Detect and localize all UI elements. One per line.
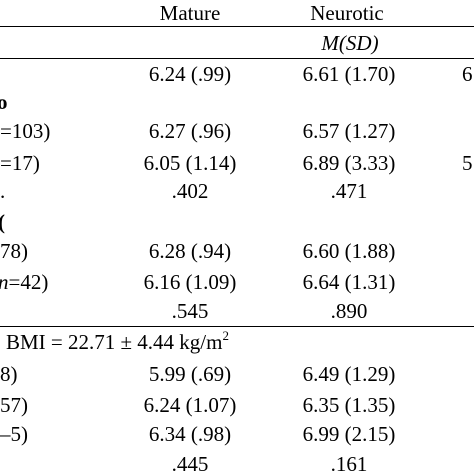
p-value-mature: .445 — [171, 452, 209, 474]
row-label-n: n — [0, 270, 9, 294]
header-rule — [0, 58, 474, 59]
row-label: n=42) — [0, 272, 48, 293]
table-cell-mature: 6.34 (.98) — [148, 422, 232, 446]
stat-label-close: ) — [371, 31, 379, 55]
p-value-mature: .402 — [171, 179, 209, 203]
table-cell-neurotic: 6.61 (1.70) — [302, 62, 396, 86]
group-label: ( — [0, 212, 5, 233]
p-value-neurotic: .471 — [330, 179, 368, 203]
stat-label-sd: SD — [345, 31, 372, 55]
row-label: =103) — [0, 119, 51, 143]
section-rule — [0, 326, 474, 327]
statistic-label: M(SD) — [321, 33, 378, 54]
table-cell-neurotic: 6.99 (2.15) — [302, 422, 396, 446]
table-cell-mature: 6.05 (1.14) — [143, 151, 237, 175]
table-cell-neurotic: 6.89 (3.33) — [302, 151, 396, 175]
table-cell-neurotic: 6.57 (1.27) — [302, 119, 396, 143]
table-cell-mature: 6.24 (.99) — [148, 62, 232, 86]
row-label: –5) — [0, 422, 28, 446]
row-label: =17) — [0, 151, 40, 175]
column-header-neurotic: Neurotic — [310, 1, 384, 25]
table-cell-neurotic: 6.64 (1.31) — [302, 270, 396, 294]
section-heading-text: BMI = 22.71 ± 4.44 kg/m — [6, 330, 223, 354]
stat-label-open: M( — [321, 31, 346, 55]
p-value-neurotic: .161 — [330, 452, 368, 474]
row-label: 8) — [0, 362, 18, 386]
row-label: 57) — [0, 393, 28, 417]
table-cell-neurotic: 6.60 (1.88) — [302, 239, 396, 263]
table-cell-right-clipped: 5 — [462, 151, 473, 175]
p-value-mature: .545 — [171, 299, 209, 323]
table-cell-mature: 5.99 (.69) — [148, 362, 232, 386]
table-cell-neurotic: 6.49 (1.29) — [302, 362, 396, 386]
row-label: . — [0, 179, 6, 203]
group-label: o — [0, 90, 8, 114]
table-cell-mature: 6.24 (1.07) — [143, 393, 237, 417]
table-cell-right-clipped: 6 — [462, 62, 473, 86]
table-top-rule — [0, 26, 474, 27]
row-label-count: =42) — [8, 270, 49, 294]
p-value-neurotic: .890 — [330, 299, 368, 323]
table-cell-mature: 6.27 (.96) — [148, 119, 232, 143]
table-cell-neurotic: 6.35 (1.35) — [302, 393, 396, 417]
section-heading-bmi: BMI = 22.71 ± 4.44 kg/m2 — [6, 329, 229, 354]
row-label: 78) — [0, 239, 28, 263]
table-cell-mature: 6.16 (1.09) — [143, 270, 237, 294]
column-header-mature: Mature — [159, 1, 221, 25]
section-heading-superscript: 2 — [222, 328, 229, 343]
table-cell-mature: 6.28 (.94) — [148, 239, 232, 263]
